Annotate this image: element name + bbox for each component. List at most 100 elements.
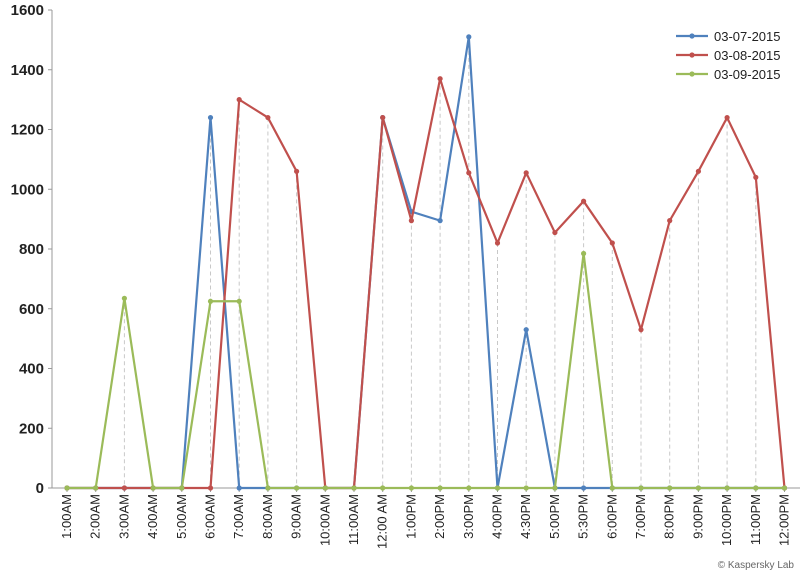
- x-tick-label: 10:00PM: [719, 494, 734, 546]
- x-tick-label: 5:00AM: [174, 494, 189, 539]
- data-point: [781, 485, 788, 491]
- y-tick-label: 600: [19, 301, 44, 318]
- x-tick-label: 1:00AM: [59, 494, 74, 539]
- data-point: [494, 240, 501, 246]
- data-point: [523, 170, 529, 176]
- y-tick-label: 1000: [11, 181, 44, 198]
- data-point: [724, 114, 730, 121]
- x-tick-label: 12:00 AM: [375, 494, 390, 549]
- x-tick-label: 3:00AM: [116, 494, 131, 539]
- x-tick-label: 4:00PM: [490, 494, 505, 539]
- x-tick-label: 7:00PM: [633, 494, 648, 539]
- data-point: [523, 485, 529, 491]
- data-point: [437, 76, 443, 82]
- x-tick-label: 4:30PM: [518, 494, 533, 539]
- data-point: [437, 485, 443, 491]
- data-point: [236, 97, 242, 103]
- data-point: [380, 485, 386, 491]
- x-tick-label: 6:00PM: [604, 494, 619, 539]
- data-point: [609, 485, 615, 491]
- series-group: [64, 34, 788, 491]
- data-point: [437, 218, 443, 224]
- data-point: [408, 485, 414, 491]
- legend-label: 03-07-2015: [714, 29, 781, 44]
- legend-marker: [689, 52, 695, 58]
- x-tick-label: 3:00PM: [461, 494, 476, 539]
- series-line: [67, 36, 785, 490]
- data-point: [408, 218, 414, 224]
- y-tick-label: 1600: [11, 2, 44, 19]
- data-point: [207, 298, 214, 304]
- x-tick-label: 10:00AM: [317, 494, 332, 546]
- data-point: [581, 198, 587, 204]
- x-tick-label: 5:00PM: [547, 494, 562, 539]
- y-tick-label: 1200: [11, 122, 44, 139]
- data-point: [552, 485, 558, 491]
- data-point: [294, 485, 300, 491]
- data-point: [609, 240, 615, 246]
- x-axis-ticks: 1:00AM 2:00AM 3:00AM 4:00AM 5:00AM 6:00AM 7:00…: [59, 488, 792, 549]
- data-point: [581, 485, 587, 491]
- data-point: [351, 485, 357, 491]
- data-point: [753, 485, 759, 491]
- data-point: [667, 485, 673, 491]
- data-point: [638, 327, 644, 333]
- x-tick-label: 11:00AM: [346, 494, 361, 545]
- series-line: [67, 78, 786, 490]
- data-point: [523, 327, 529, 333]
- x-tick-label: 6:00AM: [203, 494, 218, 539]
- legend-label: 03-09-2015: [714, 67, 781, 82]
- legend-marker: [689, 33, 695, 39]
- credit-text: © Kaspersky Lab: [717, 560, 794, 571]
- y-tick-label: 200: [19, 420, 44, 437]
- x-tick-label: 7:00AM: [231, 494, 246, 539]
- x-tick-label: 12:00PM: [777, 494, 792, 546]
- x-tick-label: 8:00PM: [662, 494, 677, 539]
- legend: 03-07-2015 03-08-2015 03-09-2015: [676, 29, 781, 82]
- data-point: [724, 485, 730, 491]
- y-tick-label: 800: [19, 241, 44, 258]
- data-point: [179, 485, 185, 491]
- y-tick-label: 0: [36, 480, 44, 497]
- legend-label: 03-08-2015: [714, 48, 781, 63]
- data-point: [236, 298, 242, 304]
- data-point: [695, 485, 702, 491]
- y-axis-ticks: 0 200 400 600 800 1000 1200 1400 1600: [11, 2, 52, 497]
- legend-marker: [689, 71, 695, 77]
- data-point: [466, 170, 472, 176]
- data-point: [93, 485, 99, 491]
- y-tick-label: 1400: [11, 62, 44, 79]
- series-line: [67, 253, 785, 490]
- data-point: [695, 168, 702, 174]
- data-point: [466, 34, 472, 40]
- data-point: [265, 485, 271, 491]
- data-point: [207, 114, 214, 121]
- x-tick-label: 9:00AM: [289, 494, 304, 539]
- x-tick-label: 4:00AM: [145, 494, 160, 539]
- x-tick-label: 2:00PM: [432, 494, 447, 539]
- x-tick-label: 2:00AM: [88, 494, 103, 539]
- data-point: [207, 485, 214, 491]
- data-point: [121, 485, 127, 491]
- x-tick-label: 9:00PM: [690, 494, 705, 539]
- data-point: [638, 485, 644, 491]
- x-tick-label: 11:00PM: [748, 494, 763, 545]
- data-point: [552, 229, 558, 236]
- axes: [51, 10, 800, 489]
- data-point: [581, 250, 587, 257]
- data-point: [121, 295, 127, 301]
- data-point: [753, 174, 759, 180]
- y-tick-label: 400: [19, 361, 44, 378]
- data-point: [64, 485, 70, 491]
- data-point: [494, 485, 501, 491]
- data-point: [380, 114, 386, 121]
- data-point: [667, 218, 673, 224]
- data-point: [150, 485, 156, 491]
- data-point: [236, 485, 242, 491]
- gridlines: [123, 36, 757, 488]
- data-point: [466, 485, 472, 491]
- x-tick-label: 5:30PM: [576, 494, 591, 539]
- data-point: [322, 485, 328, 491]
- data-point: [265, 114, 271, 121]
